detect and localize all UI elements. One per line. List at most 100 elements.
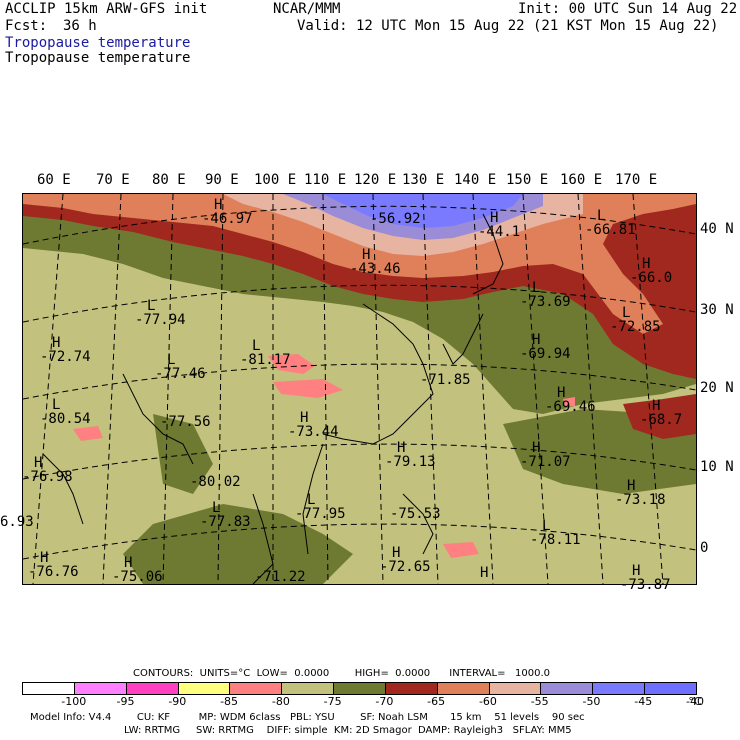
colorbar-segment xyxy=(178,683,231,694)
extreme-value: -79.13 xyxy=(385,454,436,470)
lon-label: 90 E xyxy=(205,172,239,188)
lat-label: 40 N xyxy=(700,221,734,237)
extreme-value: -76.98 xyxy=(22,469,73,485)
map-panel xyxy=(22,193,697,585)
colorbar xyxy=(22,682,697,695)
fcst-value: 36 h xyxy=(63,18,97,34)
extreme-value: -77.95 xyxy=(295,506,346,522)
extreme-value: 6.93 xyxy=(0,514,34,530)
extreme-letter: H xyxy=(532,440,541,456)
lon-label: 70 E xyxy=(96,172,130,188)
coastlines xyxy=(42,213,504,584)
colorbar-segment xyxy=(23,683,75,694)
colorbar-segment xyxy=(489,683,542,694)
extreme-letter: L xyxy=(542,518,551,534)
extreme-value: -46.97 xyxy=(202,211,253,227)
pink-patch xyxy=(443,542,479,558)
extreme-letter: H xyxy=(300,410,309,426)
center-label: NCAR/MMM xyxy=(273,1,341,17)
olive-patch-west xyxy=(153,414,213,494)
extreme-value: -69.46 xyxy=(545,399,596,415)
extreme-letter: L xyxy=(252,338,261,354)
extreme-value: -73.87 xyxy=(620,577,671,593)
extreme-letter: L xyxy=(147,298,156,314)
fcst-label: Fcst: xyxy=(5,18,48,34)
extreme-letter: H xyxy=(362,247,371,263)
colorbar-segment xyxy=(645,683,696,694)
colorbar-label: °C xyxy=(688,695,702,708)
model-info-line2: LW: RRTMG SW: RRTMG DIFF: simple KM: 2D … xyxy=(124,725,572,736)
extreme-value: -73.18 xyxy=(615,492,666,508)
colorbar-label: -85 xyxy=(220,695,239,708)
colorbar-label: -40 xyxy=(686,695,704,708)
extreme-letter: L xyxy=(597,208,606,224)
extreme-value: -72.74 xyxy=(40,349,91,365)
extreme-value: -75.53 xyxy=(390,506,441,522)
colorbar-label: -50 xyxy=(582,695,601,708)
pink-patch xyxy=(563,397,575,407)
graticule xyxy=(23,194,696,584)
colorbar-segment xyxy=(385,683,438,694)
extreme-letter: L xyxy=(622,305,631,321)
lon-label: 60 E xyxy=(37,172,71,188)
extreme-value: -73.44 xyxy=(288,424,339,440)
colorbar-segment xyxy=(282,683,335,694)
extreme-letter: H xyxy=(392,545,401,561)
field-title-blue: Tropopause temperature xyxy=(5,35,191,51)
extreme-value: -69.94 xyxy=(520,346,571,362)
extreme-value: -44.1 xyxy=(478,224,521,240)
lon-label: 120 E xyxy=(354,172,397,188)
extreme-letter: H xyxy=(40,550,49,566)
extreme-value: -78.11 xyxy=(530,532,581,548)
extreme-letter: H xyxy=(52,335,61,351)
lat-label: 10 N xyxy=(700,459,734,475)
blue-core xyxy=(323,194,523,228)
pink-patch xyxy=(268,354,315,374)
init-time: Init: 00 UTC Sun 14 Aug 22 xyxy=(518,1,738,17)
colorbar-label: -55 xyxy=(530,695,549,708)
lon-label: 130 E xyxy=(402,172,445,188)
olive-patch-south xyxy=(123,504,353,584)
extreme-value: -71.22 xyxy=(255,569,306,585)
model-info-line1: Model Info: V4.4 CU: KF MP: WDM 6class P… xyxy=(30,712,585,723)
extreme-letter: H xyxy=(642,256,651,272)
extreme-letter: H xyxy=(627,478,636,494)
map-canvas xyxy=(23,194,696,584)
extreme-letter: H xyxy=(490,210,499,226)
extreme-value: -75.06 xyxy=(112,569,163,585)
colorbar-segment xyxy=(74,683,127,694)
contours-info: CONTOURS: UNITS=°C LOW= 0.0000 HIGH= 0.0… xyxy=(133,668,551,679)
extreme-value: -77.94 xyxy=(135,312,186,328)
model-title: ACCLIP 15km ARW-GFS init xyxy=(5,1,208,17)
extreme-value: -76.76 xyxy=(28,564,79,580)
valid-time: Valid: 12 UTC Mon 15 Aug 22 (21 KST Mon … xyxy=(297,18,719,34)
extreme-value: -80.02 xyxy=(190,474,241,490)
lon-label: 100 E xyxy=(254,172,297,188)
extreme-letter: H xyxy=(480,565,489,581)
extreme-value: -56.92 xyxy=(370,211,421,227)
colorbar-segment xyxy=(334,683,386,694)
extreme-value: -66.81 xyxy=(585,222,636,238)
extreme-letter: L xyxy=(52,397,61,413)
colorbar-label: -75 xyxy=(323,695,342,708)
lon-label: 80 E xyxy=(152,172,186,188)
extreme-letter: H xyxy=(557,385,566,401)
colorbar-segment xyxy=(541,683,594,694)
colorbar-label: -90 xyxy=(168,695,187,708)
colorbar-label: -100 xyxy=(61,695,87,708)
pink-patch xyxy=(273,379,343,398)
extreme-value: -72.85 xyxy=(610,319,661,335)
colorbar-label: -45 xyxy=(634,695,653,708)
pink-patch xyxy=(73,426,103,441)
colorbar-segment xyxy=(230,683,283,694)
extreme-letter: H xyxy=(397,440,406,456)
lon-label: 150 E xyxy=(506,172,549,188)
extreme-letter: H xyxy=(532,332,541,348)
colorbar-label: -95 xyxy=(116,695,135,708)
red-patch-east xyxy=(623,394,696,439)
extreme-value: -73.69 xyxy=(520,294,571,310)
extreme-value: -43.46 xyxy=(350,261,401,277)
extreme-letter: L xyxy=(167,352,176,368)
extreme-value: -77.46 xyxy=(155,366,206,382)
extreme-value: -72.65 xyxy=(380,559,431,575)
